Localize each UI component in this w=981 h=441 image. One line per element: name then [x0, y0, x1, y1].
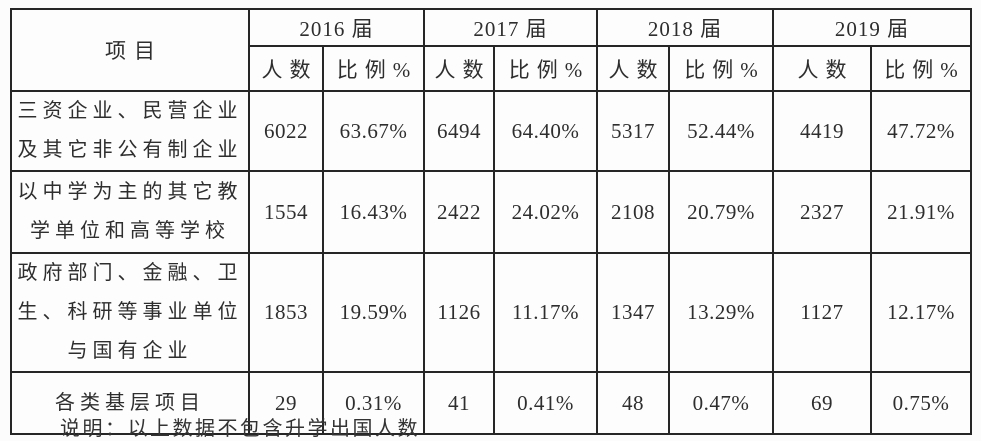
- subheader-count-2016: 人数: [248, 45, 324, 92]
- count-cell: 1853: [248, 252, 324, 373]
- year-header-row: 项目 2016 届 2017 届 2018 届 2019 届: [10, 8, 972, 92]
- ratio-cell: 63.67%: [322, 90, 425, 172]
- ratio-cell: 24.02%: [493, 170, 598, 254]
- ratio-cell: 0.75%: [870, 371, 972, 435]
- header-year-2016: 2016 届: [248, 8, 425, 47]
- count-cell: 2327: [772, 170, 872, 254]
- subheader-count-2019: 人数: [772, 45, 872, 92]
- table-row: 以中学为主的其它教学单位和高等学校 1554 16.43% 2422 24.02…: [10, 170, 972, 254]
- header-project: 项目: [10, 8, 250, 92]
- row-label: 以中学为主的其它教学单位和高等学校: [10, 170, 250, 254]
- count-cell: 1554: [248, 170, 324, 254]
- count-cell: 2422: [423, 170, 495, 254]
- ratio-cell: 0.31%: [322, 371, 425, 435]
- row-label: 各类基层项目: [10, 371, 250, 435]
- row-label: 政府部门、金融、卫生、科研等事业单位与国有企业: [10, 252, 250, 373]
- ratio-cell: 13.29%: [668, 252, 774, 373]
- subheader-ratio-2019: 比例%: [870, 45, 972, 92]
- count-cell: 69: [772, 371, 872, 435]
- row-label: 三资企业、民营企业及其它非公有制企业: [10, 90, 250, 172]
- header-year-2018: 2018 届: [596, 8, 774, 47]
- count-cell: 48: [596, 371, 670, 435]
- ratio-cell: 52.44%: [668, 90, 774, 172]
- subheader-ratio-2016: 比例%: [322, 45, 425, 92]
- ratio-cell: 64.40%: [493, 90, 598, 172]
- count-cell: 6494: [423, 90, 495, 172]
- ratio-cell: 21.91%: [870, 170, 972, 254]
- graduate-employment-table: 项目 2016 届 2017 届 2018 届 2019 届 人数 比例% 人数…: [10, 8, 972, 435]
- count-cell: 1126: [423, 252, 495, 373]
- ratio-cell: 16.43%: [322, 170, 425, 254]
- subheader-ratio-2017: 比例%: [493, 45, 598, 92]
- count-cell: 1347: [596, 252, 670, 373]
- ratio-cell: 20.79%: [668, 170, 774, 254]
- count-cell: 29: [248, 371, 324, 435]
- ratio-cell: 12.17%: [870, 252, 972, 373]
- count-cell: 2108: [596, 170, 670, 254]
- table-row: 三资企业、民营企业及其它非公有制企业 6022 63.67% 6494 64.4…: [10, 90, 972, 172]
- subheader-count-2018: 人数: [596, 45, 670, 92]
- ratio-cell: 0.41%: [493, 371, 598, 435]
- ratio-cell: 47.72%: [870, 90, 972, 172]
- count-cell: 1127: [772, 252, 872, 373]
- subheader-ratio-2018: 比例%: [668, 45, 774, 92]
- count-cell: 41: [423, 371, 495, 435]
- ratio-cell: 11.17%: [493, 252, 598, 373]
- header-year-2019: 2019 届: [772, 8, 972, 47]
- table-row: 各类基层项目 29 0.31% 41 0.41% 48 0.47% 69 0.7…: [10, 371, 972, 435]
- count-cell: 5317: [596, 90, 670, 172]
- header-year-2017: 2017 届: [423, 8, 598, 47]
- count-cell: 6022: [248, 90, 324, 172]
- ratio-cell: 19.59%: [322, 252, 425, 373]
- table-note: 说明：以上数据不包含升学出国人数: [60, 418, 420, 440]
- count-cell: 4419: [772, 90, 872, 172]
- subheader-row: 人数 比例% 人数 比例% 人数 比例% 人数 比例%: [11, 45, 972, 92]
- ratio-cell: 0.47%: [668, 371, 774, 435]
- subheader-count-2017: 人数: [423, 45, 495, 92]
- employment-table-container: 项目 2016 届 2017 届 2018 届 2019 届 人数 比例% 人数…: [10, 8, 972, 435]
- table-row: 政府部门、金融、卫生、科研等事业单位与国有企业 1853 19.59% 1126…: [10, 252, 972, 373]
